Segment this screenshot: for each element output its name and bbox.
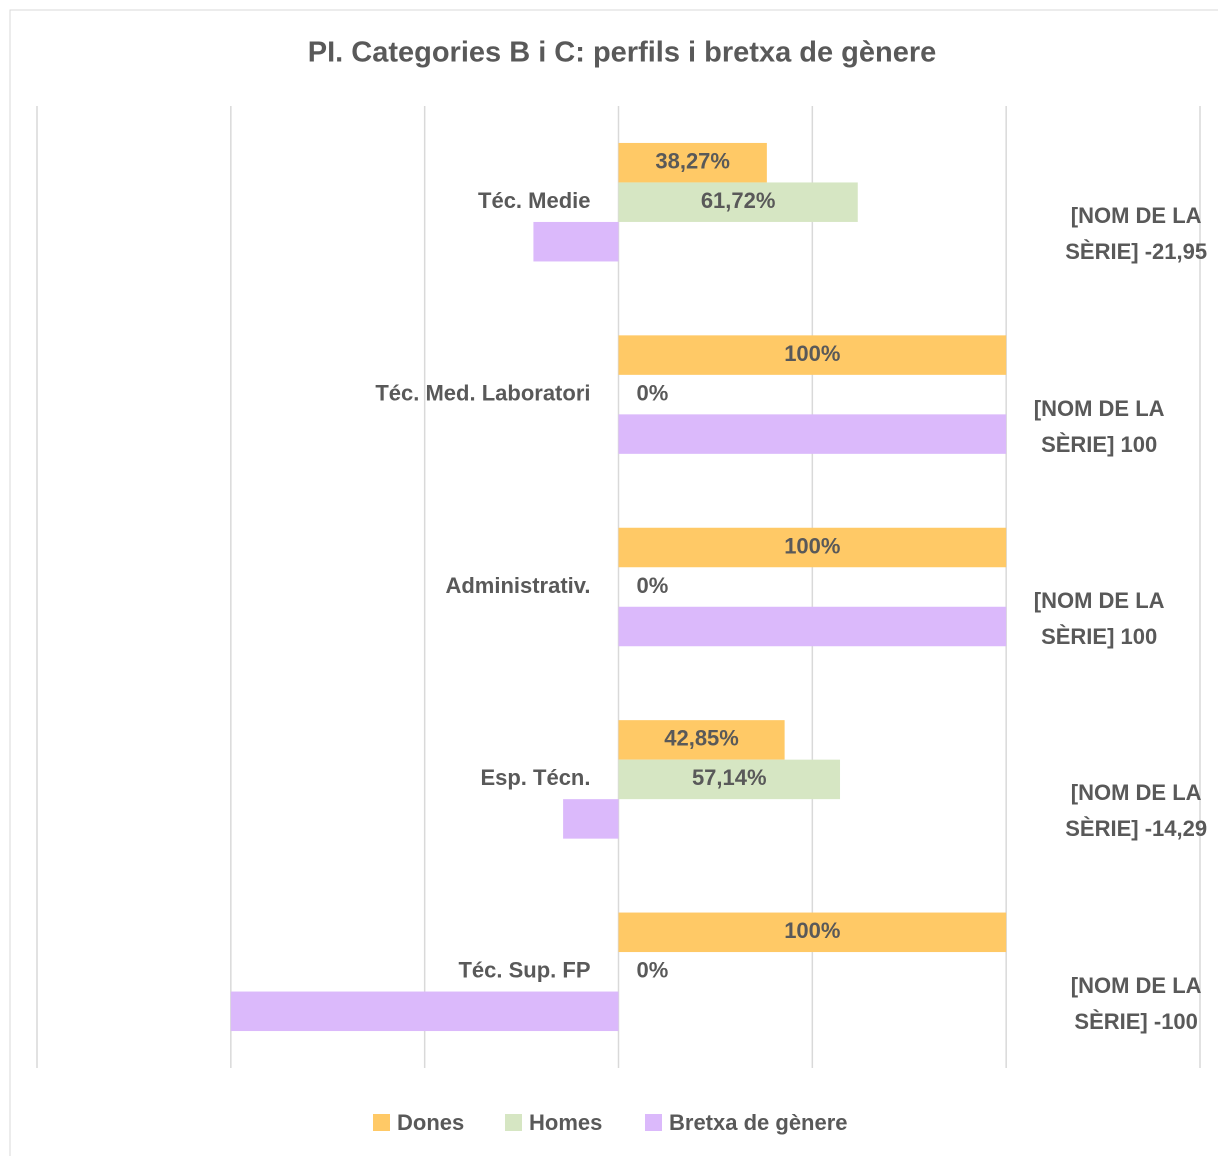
legend-label: Dones <box>397 1110 464 1135</box>
data-label: 100% <box>784 533 840 558</box>
data-label: 57,14% <box>692 765 767 790</box>
data-label: 61,72% <box>701 188 776 213</box>
data-label: [NOM DE LA SÈRIE] 100 <box>1033 395 1165 457</box>
legend-label: Homes <box>529 1110 602 1135</box>
data-label: 0% <box>637 380 669 405</box>
category-label: Téc. Med. Laboratori <box>375 380 590 405</box>
data-label: 0% <box>637 958 669 983</box>
data-label: [NOM DE LA SÈRIE] -100 <box>1070 972 1202 1034</box>
legend-label: Bretxa de gènere <box>669 1110 848 1135</box>
bar <box>618 527 1007 568</box>
legend-swatch <box>505 1114 522 1131</box>
data-label: [NOM DE LA SÈRIE] -14,29 <box>1065 780 1208 842</box>
legend-swatch <box>645 1114 662 1131</box>
data-label: 100% <box>784 918 840 943</box>
bar <box>618 720 785 760</box>
category-label: Téc. Sup. FP <box>458 958 590 983</box>
bar <box>618 759 841 800</box>
data-label: 0% <box>637 573 669 598</box>
data-label: 100% <box>784 341 840 366</box>
bar <box>618 414 1007 454</box>
chart-title: PI. Categories B i C: perfils i bretxa d… <box>308 37 937 69</box>
bar <box>618 335 1007 375</box>
bar <box>563 799 619 839</box>
category-label: Esp. Técn. <box>480 765 590 790</box>
legend-swatch <box>373 1114 390 1131</box>
chart-frame <box>9 9 1218 1156</box>
data-label: [NOM DE LA SÈRIE] 100 <box>1033 588 1165 649</box>
bar <box>618 912 1007 953</box>
data-label: 38,27% <box>655 149 730 174</box>
bar <box>618 606 1007 647</box>
category-label: Téc. Medie <box>478 188 590 213</box>
data-label: 42,85% <box>664 726 739 751</box>
data-label: [NOM DE LA SÈRIE] -21,95 <box>1065 203 1208 265</box>
bar <box>618 142 767 183</box>
bar <box>230 991 619 1032</box>
bar <box>618 182 858 222</box>
category-label: Administrativ. <box>445 573 590 598</box>
bar <box>533 221 619 262</box>
